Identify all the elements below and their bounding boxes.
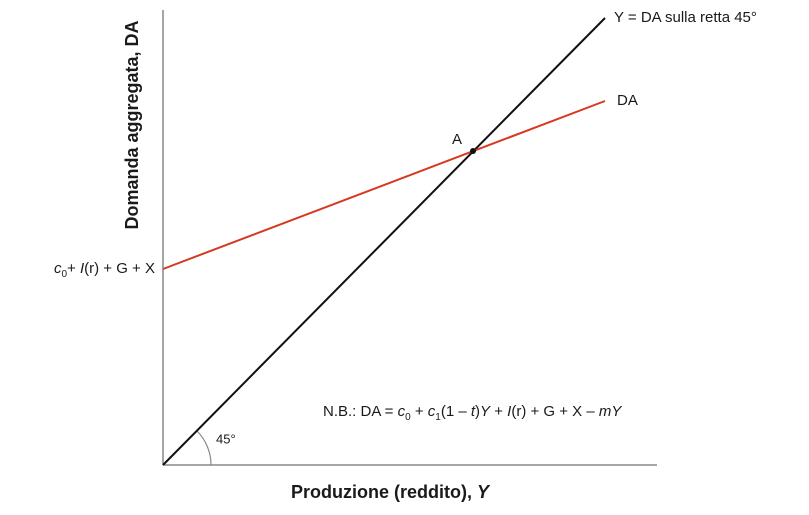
text-part: ) [475,403,480,420]
text-part: (r) + G + X – [511,403,599,420]
line-da [162,100,606,270]
text-part: I [80,260,84,277]
text-part: Y [477,482,491,502]
text-part: c [428,403,436,420]
line-45-label: Y = DA sulla retta 45° [614,9,757,26]
text-part: t [471,403,476,420]
text-part: + [490,403,507,420]
note: N.B.: DA = c0 + c1(1 – t)Y + I(r) + G + … [323,403,622,423]
line-da-label: DA [617,92,638,109]
text-part: 1 [435,412,441,423]
text-part: + [411,403,428,420]
text-part: c [398,403,406,420]
angle-arc [196,430,212,466]
intercept-label: c0+ I(r) + G + X [54,260,155,280]
text-part: Y [480,403,491,420]
text-part: 0 [405,412,411,423]
equilibrium-point [470,148,476,154]
text-part: (r) + G + X [84,260,155,277]
text-part: 0 [61,269,67,280]
text-part: I [507,403,511,420]
line-45 [162,17,606,466]
text-part: (1 – [441,403,471,420]
text-part: + [67,260,80,277]
x-axis-label: Produzione (reddito), Y [291,482,491,502]
y-axis-label: Domanda aggregata, DA [122,20,142,229]
text-part: c [54,260,62,277]
text-part: Produzione (reddito), [291,482,477,502]
point-label: A [452,131,462,148]
text-part: m [599,403,612,420]
angle-label: 45° [216,431,236,446]
text-part: N.B.: DA = [323,403,398,420]
text-part: Y [611,403,622,420]
